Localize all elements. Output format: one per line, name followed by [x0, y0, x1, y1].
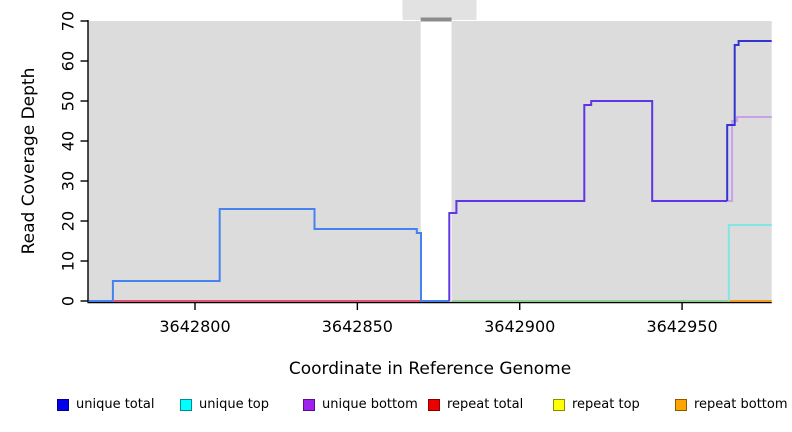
- y-tick-label: 50: [59, 91, 78, 111]
- legend-label: unique total: [76, 397, 155, 412]
- legend: unique total unique top unique bottom repea…: [0, 398, 792, 416]
- unique-region-left: [88, 21, 421, 301]
- x-axis-title: Coordinate in Reference Genome: [288, 359, 572, 379]
- legend-swatch-icon: [428, 399, 440, 411]
- x-tick-label: 3642800: [159, 317, 230, 336]
- legend-label: repeat top: [572, 397, 640, 412]
- x-tick-label: 3642850: [322, 317, 393, 336]
- x-tick-label: 3642900: [484, 317, 555, 336]
- legend-label: repeat bottom: [694, 397, 788, 412]
- legend-item-repeat-bottom: repeat bottom: [675, 398, 788, 412]
- legend-item-unique-total: unique total: [57, 398, 154, 412]
- legend-item-repeat-total: repeat total: [428, 398, 523, 412]
- y-tick-label: 20: [59, 211, 78, 231]
- y-tick-label: 60: [59, 51, 78, 71]
- legend-swatch-icon: [180, 399, 192, 411]
- legend-item-unique-bottom: unique bottom: [303, 398, 418, 412]
- legend-swatch-icon: [303, 399, 315, 411]
- legend-label: unique top: [199, 397, 270, 412]
- series-unique-total-right: [726, 40, 772, 201]
- y-tick-label: 10: [59, 251, 78, 271]
- y-tick-label: 30: [59, 171, 78, 191]
- series-unique-total-left: [88, 208, 450, 302]
- repeat-gap-bar-dark: [420, 17, 452, 22]
- y-axis-title: Read Coverage Depth: [19, 67, 39, 255]
- series-unique-total-bottom-overlap-mid: [448, 100, 728, 301]
- legend-swatch-icon: [675, 399, 687, 411]
- x-tick-label: 3642950: [646, 317, 717, 336]
- y-tick-label: 70: [59, 11, 78, 31]
- unique-region-right: [451, 21, 772, 301]
- legend-swatch-icon: [57, 399, 69, 411]
- plot-canvas: 0 10 20 30 40 50 60 70 3642800 3642850 3642900 3642…: [59, 0, 772, 336]
- legend-swatch-icon: [553, 399, 565, 411]
- y-tick-label: 40: [59, 131, 78, 151]
- series-unique-top-right: [727, 224, 772, 301]
- repeat-gap-bar-light: [402, 0, 477, 20]
- legend-label: repeat total: [447, 397, 524, 412]
- legend-item-unique-top: unique top: [180, 398, 269, 412]
- y-tick-label: 0: [59, 296, 78, 306]
- legend-item-repeat-top: repeat top: [553, 398, 640, 412]
- legend-label: unique bottom: [322, 397, 418, 412]
